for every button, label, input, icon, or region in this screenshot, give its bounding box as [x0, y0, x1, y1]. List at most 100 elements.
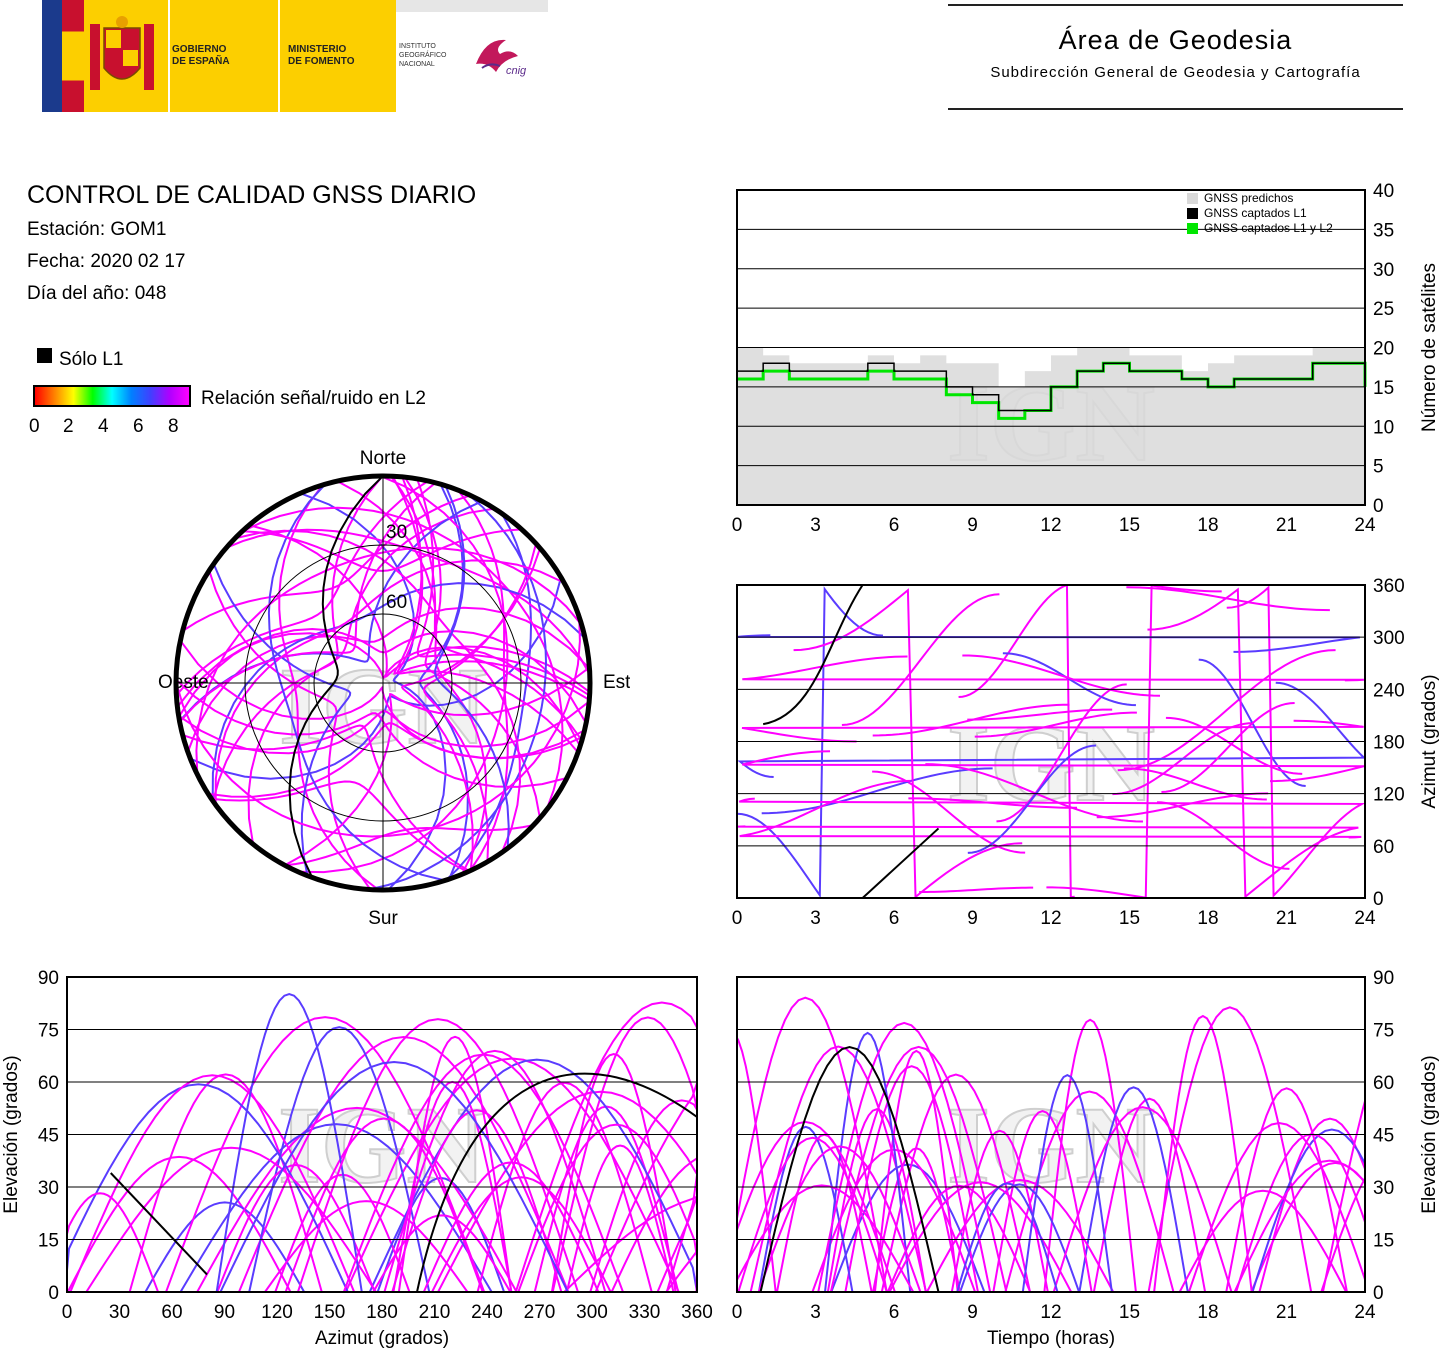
skyplot-north: Norte — [360, 448, 406, 469]
satellite-track — [278, 484, 380, 888]
l1-only-track — [763, 585, 864, 726]
satellites-plot: IGN051015202530354003691215182124Número … — [732, 181, 1440, 535]
satellite-track — [212, 563, 352, 876]
x-tick-label: 270 — [524, 1302, 556, 1323]
satellite-track — [242, 528, 522, 572]
l1-only-track — [110, 1172, 208, 1276]
plot-frame — [736, 584, 1366, 899]
satellite-track — [967, 708, 1113, 721]
satellite-track — [1321, 1097, 1365, 1292]
satellite-track — [196, 1106, 518, 1292]
x-tick-label: 0 — [732, 515, 743, 535]
skyplot-ring-label: 30 — [386, 522, 407, 543]
satellite-track — [1117, 649, 1336, 772]
x-tick-label: 90 — [214, 1302, 235, 1323]
satellite-track — [817, 1021, 992, 1292]
watermark-text: IGN — [278, 1084, 486, 1206]
gov-logo-banner — [42, 0, 396, 112]
x-tick-label: 6 — [889, 908, 900, 925]
snr-label: Relación señal/ruido en L2 — [201, 388, 426, 409]
y-tick-label: 240 — [1373, 680, 1405, 701]
satellite-track — [284, 1117, 484, 1292]
satellite-track — [400, 547, 542, 871]
satellite-track — [178, 616, 581, 838]
x-tick-label: 3 — [810, 908, 821, 925]
satellite-track — [926, 1178, 1115, 1292]
x-tick-label: 150 — [314, 1302, 346, 1323]
y-tick-label: 120 — [1373, 785, 1405, 806]
x-tick-label: 15 — [1119, 1302, 1140, 1323]
x-tick-label: 180 — [366, 1302, 398, 1323]
satellite-track — [757, 1125, 854, 1292]
satellite-track — [1187, 1122, 1365, 1292]
snr-tick: 8 — [168, 416, 179, 437]
l1-only-track — [861, 827, 940, 898]
satellite-track — [67, 1192, 160, 1292]
x-tick-label: 0 — [732, 908, 743, 925]
satellite-track — [1251, 1128, 1365, 1292]
y-tick-label: 0 — [48, 1283, 59, 1304]
satellite-track — [919, 886, 1034, 894]
satellite-track — [1021, 1074, 1113, 1292]
x-tick-label: 9 — [967, 908, 978, 925]
logo-divider — [278, 0, 280, 112]
x-tick-label: 300 — [576, 1302, 608, 1323]
satellite-track — [247, 507, 495, 845]
satellite-track — [514, 1001, 697, 1292]
area-subtitle: Subdirección General de Geodesia y Carto… — [990, 64, 1361, 81]
satellite-track — [434, 485, 510, 849]
satellite-track — [824, 1031, 912, 1292]
y-tick-label: 0 — [1373, 1283, 1384, 1304]
satellite-track — [1320, 1176, 1365, 1292]
satellite-track — [248, 524, 588, 694]
satellite-track — [1258, 1117, 1365, 1292]
satellite-track — [550, 1052, 677, 1292]
cnig-logo-icon: cnig — [468, 34, 538, 84]
station-label: Estación: GOM1 — [27, 219, 167, 240]
satellite-track — [267, 483, 446, 882]
area-title: Área de Geodesia — [1058, 25, 1293, 55]
satellite-track — [211, 780, 469, 873]
x-tick-label: 3 — [810, 1302, 821, 1323]
satellite-track — [872, 770, 1026, 854]
satellite-track — [67, 1155, 292, 1292]
y-tick-label: 60 — [1373, 837, 1394, 858]
satellite-track — [178, 678, 568, 788]
plot-frame — [66, 976, 698, 1293]
coat-of-arms-icon — [84, 14, 160, 98]
satellite-track — [397, 1035, 513, 1292]
satellite-track — [737, 996, 888, 1292]
satellite-track — [826, 1108, 927, 1292]
x-tick-label: 18 — [1197, 908, 1218, 925]
only-l1-swatch — [37, 348, 52, 363]
satellite-track — [214, 559, 565, 805]
x-tick-label: 21 — [1276, 1302, 1297, 1323]
satellite-track — [182, 494, 471, 632]
satellite-track — [298, 478, 509, 874]
x-tick-label: 24 — [1354, 1302, 1376, 1323]
satellite-track — [1052, 1106, 1233, 1292]
cnig-text: cnig — [506, 65, 527, 77]
satellite-track — [950, 1129, 1049, 1292]
tracks-group — [67, 993, 697, 1292]
satellite-track — [742, 655, 1364, 682]
y-axis-label: Azimut (grados) — [1419, 674, 1440, 808]
tracks-group — [737, 996, 1365, 1292]
snr-tick: 0 — [29, 416, 40, 437]
satellite-track — [1126, 586, 1330, 612]
satellite-track — [589, 1099, 697, 1292]
satellite-track — [737, 1184, 915, 1292]
gov-text: GOBIERNO DE ESPAÑA — [172, 44, 230, 67]
satellite-track — [739, 779, 1362, 839]
y-tick-label: 15 — [38, 1231, 59, 1252]
satellite-track — [551, 1016, 697, 1292]
x-tick-label: 12 — [1040, 908, 1061, 925]
satellite-track — [1161, 701, 1295, 793]
satellite-track — [992, 1109, 1093, 1292]
satellite-track — [974, 711, 1137, 738]
x-tick-label: 3 — [810, 515, 821, 535]
skyplot-ring-label: 60 — [386, 592, 407, 613]
x-tick-label: 0 — [732, 1302, 743, 1323]
